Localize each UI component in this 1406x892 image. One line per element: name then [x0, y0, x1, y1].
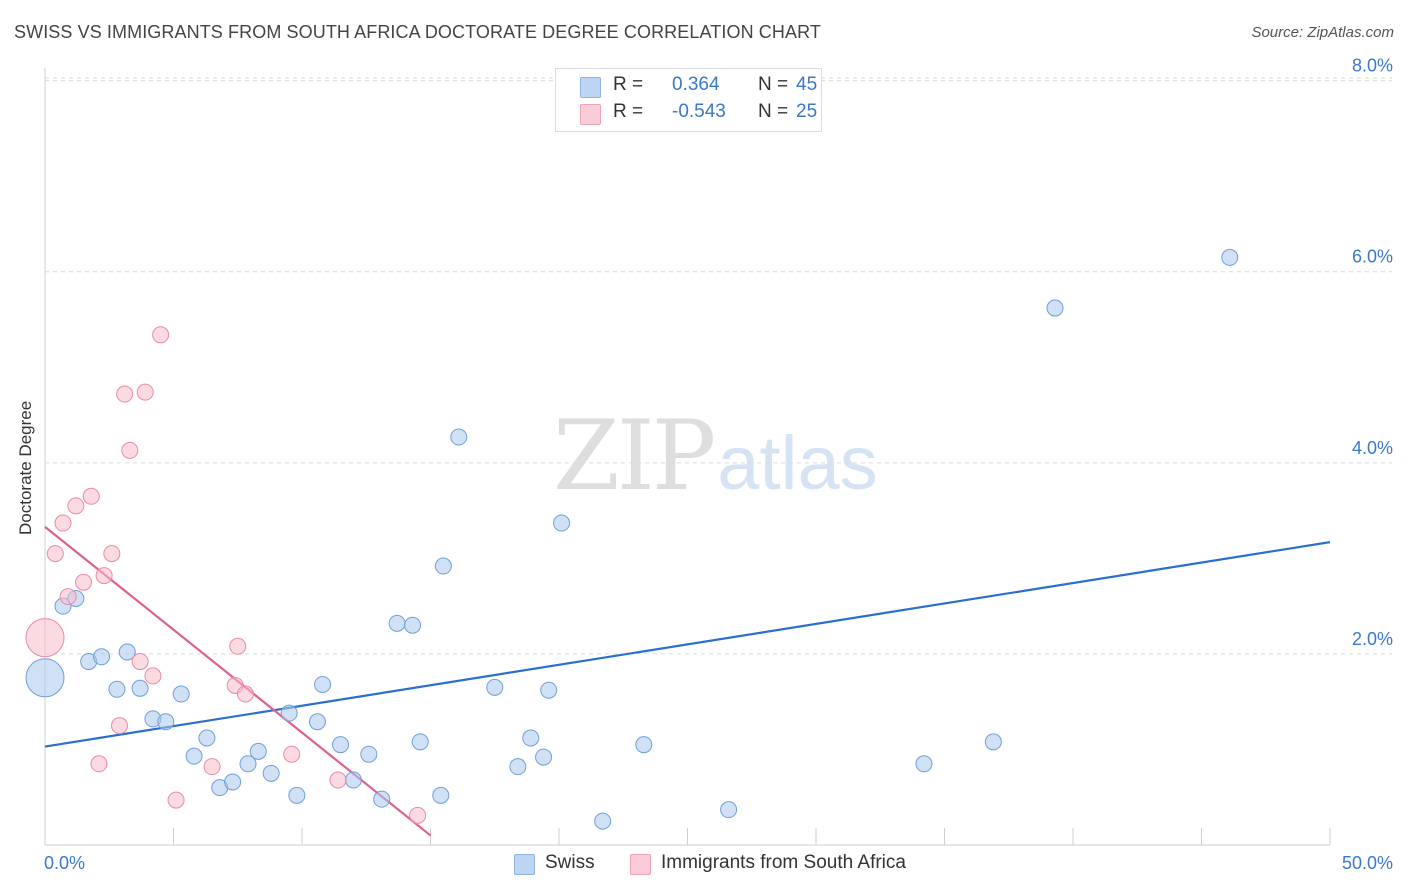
swiss-point [25, 658, 65, 698]
y-axis-label: Doctorate Degree [16, 400, 35, 535]
legend-n-value: 45 [796, 74, 818, 95]
swiss-point [540, 681, 558, 699]
source-label: Source: ZipAtlas.com [1251, 24, 1394, 41]
legend-n-label: N = [758, 101, 789, 122]
chart-title: SWISS VS IMMIGRANTS FROM SOUTH AFRICA DO… [14, 22, 821, 42]
swiss-point [308, 713, 326, 731]
south-africa-point [116, 385, 134, 403]
swiss-point [360, 745, 378, 763]
south-africa-point [229, 637, 247, 655]
south-africa-point [75, 573, 93, 591]
y-tick-label: 4.0% [1352, 438, 1393, 458]
tick-labels: 2.0% 4.0% 6.0% 8.0% 0.0% 50.0% [44, 56, 1393, 873]
swiss-point [118, 643, 136, 661]
swiss-point [280, 704, 298, 722]
swiss-point [344, 771, 362, 789]
south-africa-point [121, 441, 139, 459]
south-africa-point [144, 667, 162, 685]
south-africa-point [95, 567, 113, 585]
south-africa-point [59, 588, 77, 606]
legend-r-value: -0.543 [672, 101, 726, 122]
swiss-point [915, 755, 933, 773]
x-tick-label: 50.0% [1342, 853, 1393, 873]
swiss-point [172, 685, 190, 703]
swiss-trend-line [44, 541, 1331, 748]
watermark: ZIPatlas [553, 400, 878, 512]
south-africa-point [103, 545, 121, 563]
legend-label-swiss: Swiss [545, 852, 595, 873]
swiss-point [157, 713, 175, 731]
south-africa-point [136, 383, 154, 401]
swiss-point [288, 786, 306, 804]
swiss-point [984, 733, 1002, 751]
south-africa-point [236, 685, 254, 703]
y-tick-label: 8.0% [1352, 56, 1393, 76]
swiss-swatch [514, 854, 535, 875]
swiss-point [411, 733, 429, 751]
swiss-point [332, 736, 350, 754]
south-africa-point [46, 545, 64, 563]
swiss-point [404, 616, 422, 634]
south-africa-point [203, 758, 221, 776]
swiss-point [373, 790, 391, 808]
legend-label-south-africa: Immigrants from South Africa [661, 852, 906, 873]
south-africa-point [131, 653, 149, 671]
swiss-point [224, 773, 242, 791]
x-tick-label: 0.0% [44, 853, 85, 873]
swiss-point [1046, 299, 1064, 317]
swiss-point [635, 736, 653, 754]
grid-lines [45, 77, 1392, 655]
legend-r-value: 0.364 [672, 74, 720, 95]
swiss-point [131, 679, 149, 697]
south-africa-point [409, 806, 427, 824]
legend-n-value: 25 [796, 101, 818, 122]
swiss-point [720, 801, 738, 819]
swiss-point [198, 729, 216, 747]
south-africa-point [25, 618, 65, 658]
south-africa-point [283, 745, 301, 763]
swiss-point [434, 557, 452, 575]
legend-r-label: R = [613, 101, 644, 122]
south-africa-point [82, 487, 100, 505]
legend-n-label: N = [758, 74, 789, 95]
swiss-swatch [580, 77, 601, 98]
correlation-legend: R = 0.364 N = 45 R = -0.543 N = 25 [555, 68, 822, 132]
swiss-point [594, 812, 612, 830]
watermark-zip: ZIP [553, 400, 716, 512]
swiss-point [522, 729, 540, 747]
south-africa-point [111, 717, 129, 735]
swiss-point [314, 675, 332, 693]
swiss-point [108, 680, 126, 698]
swiss-point [185, 747, 203, 765]
watermark-atlas: atlas [717, 421, 878, 506]
swiss-point [262, 764, 280, 782]
legend-r-label: R = [613, 74, 644, 95]
south-africa-point [54, 514, 72, 532]
swiss-point [553, 514, 571, 532]
swiss-point [1221, 248, 1239, 266]
south-africa-point [67, 497, 85, 515]
swiss-point [450, 428, 468, 446]
south-africa-point [152, 326, 170, 344]
south-africa-point [90, 755, 108, 773]
south-africa-swatch [580, 104, 601, 125]
swiss-point [509, 758, 527, 776]
swiss-point [93, 648, 111, 666]
south-africa-point [329, 771, 347, 789]
swiss-point [388, 614, 406, 632]
swiss-point [486, 678, 504, 696]
south-africa-point [167, 791, 185, 809]
swiss-point [535, 748, 553, 766]
south-africa-swatch [630, 854, 651, 875]
y-tick-label: 6.0% [1352, 247, 1393, 267]
data-points [25, 248, 1239, 830]
axes [44, 68, 1331, 846]
swiss-point [249, 742, 267, 760]
swiss-point [432, 786, 450, 804]
swiss-point [239, 755, 257, 773]
y-tick-label: 2.0% [1352, 629, 1393, 649]
